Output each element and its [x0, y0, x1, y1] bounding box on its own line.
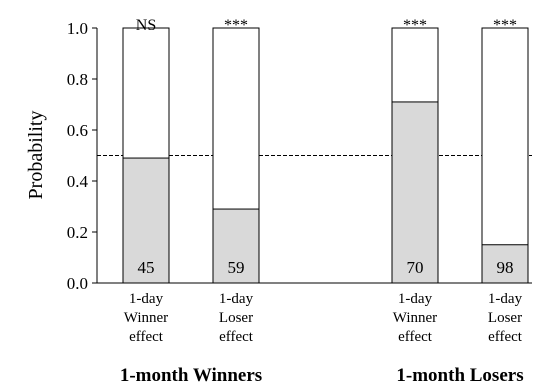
x-category-label: effect	[219, 329, 254, 345]
bar-n-label: 70	[407, 258, 424, 277]
y-tick-label: 0.0	[67, 274, 88, 293]
x-category-label: Loser	[488, 310, 522, 326]
x-category-label: Loser	[219, 310, 253, 326]
x-category-label: 1-day	[219, 291, 254, 307]
x-category-label: 1-day	[129, 291, 164, 307]
y-tick-label: 0.4	[67, 172, 89, 191]
bar-n-label: 59	[228, 258, 245, 277]
bar-value	[391, 101, 439, 284]
group-label: 1-month Losers	[396, 365, 523, 386]
x-category-label: 1-day	[488, 291, 523, 307]
x-category-label: Winner	[393, 310, 437, 326]
y-tick-label: 0.8	[67, 70, 88, 89]
group-label: 1-month Winners	[120, 365, 262, 386]
significance-label: ***	[493, 17, 517, 34]
y-tick-label: 0.6	[67, 121, 88, 140]
bar-value	[212, 208, 260, 284]
x-category-label: Winner	[124, 310, 168, 326]
y-axis-label: Probability	[25, 111, 47, 200]
y-tick-label: 1.0	[67, 19, 88, 38]
x-category-label: effect	[488, 329, 523, 345]
bar-value	[481, 244, 529, 284]
significance-label: NS	[136, 17, 156, 34]
bar-n-label: 45	[138, 258, 155, 277]
y-tick-label: 0.2	[67, 223, 88, 242]
x-category-label: effect	[129, 329, 164, 345]
x-labels-group: 1-day Winner effect 1-day Loser effect 1-day Wi…	[120, 291, 524, 386]
significance-label: ***	[403, 17, 427, 34]
significance-label: ***	[224, 17, 248, 34]
x-category-label: effect	[398, 329, 433, 345]
bar-n-label: 98	[497, 258, 514, 277]
bar-value	[122, 157, 170, 284]
bars-group: 45 NS 59 *** 70 *** 98 ***	[122, 17, 529, 284]
x-category-label: 1-day	[398, 291, 433, 307]
